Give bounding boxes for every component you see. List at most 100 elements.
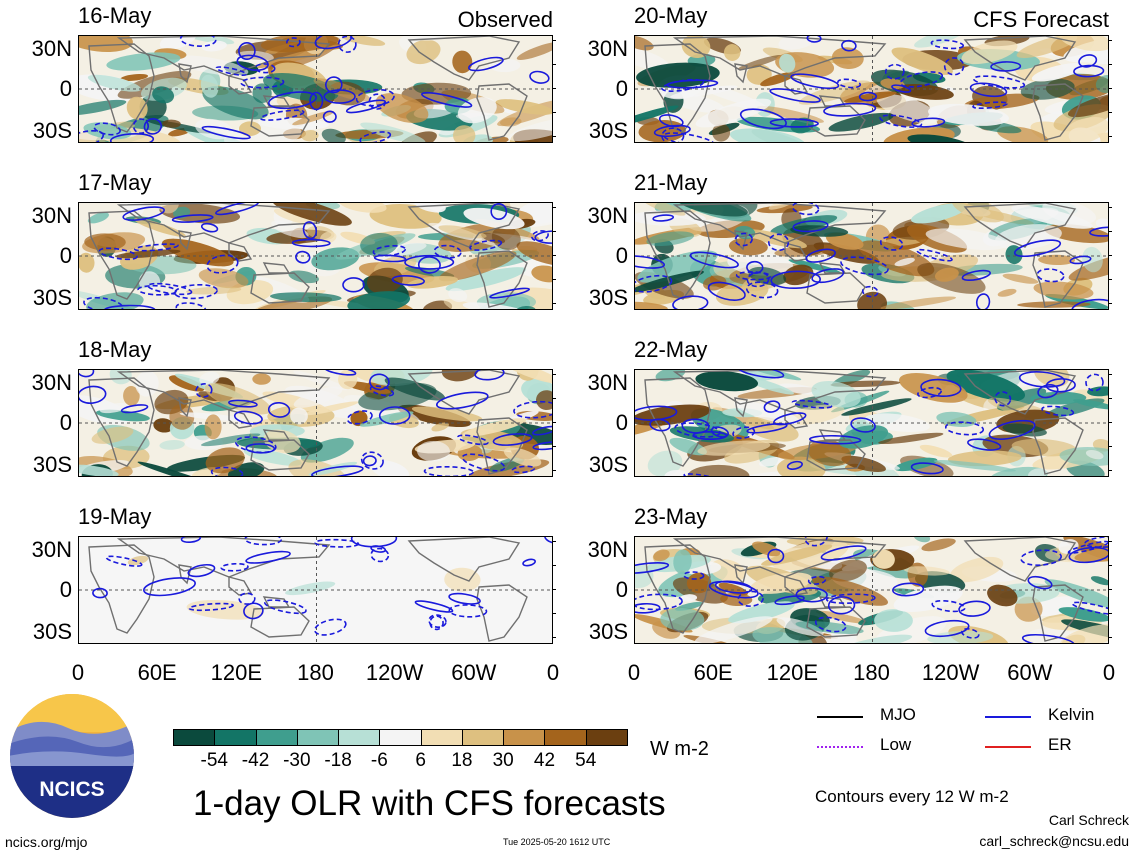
kelvin-contour xyxy=(1013,239,1062,258)
kelvin-contour xyxy=(652,214,675,222)
kelvin-contour xyxy=(350,537,398,548)
olr-anomaly-shading xyxy=(807,439,852,467)
kelvin-contour xyxy=(805,248,836,263)
legend-line xyxy=(985,716,1031,718)
kelvin-contour xyxy=(423,465,474,476)
kelvin-contour xyxy=(532,441,552,451)
olr-anomaly-shading xyxy=(87,74,142,92)
olr-anomaly-shading xyxy=(186,286,242,295)
colorbar-label: 42 xyxy=(533,750,556,771)
olr-anomaly-shading xyxy=(919,444,953,458)
olr-map-panel xyxy=(78,202,553,310)
axis-tick xyxy=(1108,303,1112,304)
kelvin-contour xyxy=(93,122,121,136)
panel-date: 19-May xyxy=(78,504,152,529)
axis-tick xyxy=(552,589,556,590)
olr-anomaly-shading xyxy=(925,228,1008,251)
kelvin-contour xyxy=(961,269,991,282)
axis-tick xyxy=(552,303,556,304)
coastline xyxy=(407,537,521,582)
lon-label: 0 xyxy=(71,660,85,685)
olr-anomaly-shading xyxy=(913,537,931,543)
kelvin-contour xyxy=(944,421,985,436)
kelvin-contour xyxy=(809,434,862,445)
olr-anomaly-shading xyxy=(635,105,679,126)
olr-anomaly-shading xyxy=(928,103,1009,126)
kelvin-contour xyxy=(820,545,867,561)
kelvin-contour xyxy=(1036,268,1065,283)
kelvin-contour xyxy=(513,400,552,419)
kelvin-contour xyxy=(791,203,820,216)
olr-anomaly-shading xyxy=(452,50,473,74)
ncics-logo-graphic: NCICS xyxy=(10,694,134,818)
axis-tick xyxy=(552,613,556,614)
kelvin-contour xyxy=(544,537,552,544)
olr-anomaly-shading xyxy=(712,123,731,142)
kelvin-contour xyxy=(707,281,746,301)
kelvin-contour xyxy=(103,304,156,309)
olr-anomaly-shading xyxy=(1030,391,1087,405)
kelvin-contour xyxy=(1020,549,1062,567)
olr-anomaly-shading xyxy=(272,203,352,226)
kelvin-contour xyxy=(532,425,552,436)
kelvin-contour xyxy=(143,577,196,597)
colorbar-label: -54 xyxy=(200,750,228,771)
olr-anomaly-shading xyxy=(84,233,126,251)
panel-date: 22-May xyxy=(634,337,708,362)
kelvin-contour xyxy=(683,571,705,580)
coastline xyxy=(476,250,528,308)
kelvin-contour xyxy=(215,66,248,76)
panel-date: 17-May xyxy=(78,170,152,195)
lat-label: 0 xyxy=(615,577,628,602)
olr-anomaly-shading xyxy=(366,267,403,294)
olr-anomaly-shading xyxy=(162,119,181,128)
olr-anomaly-shading xyxy=(384,377,446,401)
lon-label: 60E xyxy=(137,660,177,685)
axis-tick xyxy=(552,279,556,280)
olr-anomaly-shading xyxy=(734,400,800,425)
olr-anomaly-shading xyxy=(174,55,249,76)
kelvin-contour xyxy=(930,39,965,50)
olr-anomaly-shading xyxy=(1059,624,1108,643)
axis-tick xyxy=(1108,279,1112,280)
kelvin-contour xyxy=(879,114,923,128)
colorbar-swatch xyxy=(214,729,257,746)
coastline xyxy=(1032,417,1084,475)
colorbar-label: -30 xyxy=(283,750,311,771)
coastline xyxy=(250,105,310,137)
kelvin-contour xyxy=(990,61,1022,72)
kelvin-contour xyxy=(774,595,805,606)
olr-map xyxy=(79,203,552,309)
coastline xyxy=(963,537,1077,582)
olr-anomaly-shading xyxy=(198,268,249,289)
kelvin-contour xyxy=(369,385,395,397)
olr-anomaly-shading xyxy=(444,567,481,592)
lat-label: 0 xyxy=(59,243,72,268)
olr-anomaly-shading xyxy=(91,426,134,444)
olr-anomaly-shading xyxy=(878,432,944,445)
olr-anomaly-shading xyxy=(360,232,398,257)
lat-label: 30N xyxy=(31,370,72,395)
coastline xyxy=(806,272,866,304)
olr-map-panel xyxy=(78,369,553,477)
axis-tick xyxy=(552,64,556,65)
kelvin-contour xyxy=(188,602,234,612)
axis-tick xyxy=(1108,374,1112,375)
kelvin-contour xyxy=(180,537,202,544)
kelvin-contour xyxy=(245,550,291,564)
kelvin-contour xyxy=(884,63,905,80)
olr-anomaly-shading xyxy=(635,210,706,226)
olr-anomaly-shading xyxy=(811,380,861,408)
kelvin-contour xyxy=(337,36,357,53)
olr-anomaly-shading xyxy=(676,203,748,217)
kelvin-contour xyxy=(635,405,678,421)
kelvin-contour xyxy=(689,251,739,269)
olr-anomaly-shading xyxy=(338,203,387,213)
olr-anomaly-shading xyxy=(531,265,552,283)
colorbar-label: 18 xyxy=(451,750,473,771)
olr-map xyxy=(79,537,552,643)
olr-anomaly-shading xyxy=(798,80,871,105)
coastline xyxy=(250,272,310,304)
coastline xyxy=(178,230,192,251)
olr-anomaly-shading xyxy=(728,237,768,256)
